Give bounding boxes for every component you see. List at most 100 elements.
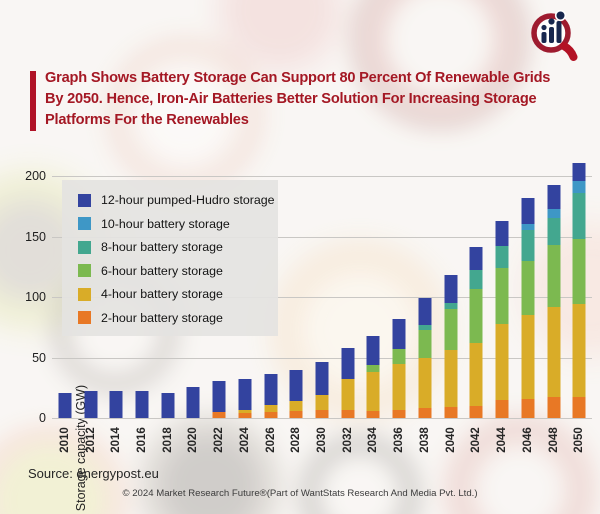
bar-2040 — [444, 275, 458, 418]
segment-2050-8-hour — [572, 192, 586, 239]
bar-slot-2028 — [283, 160, 309, 418]
bar-slot-2050 — [566, 160, 592, 418]
legend-label: 10-hour battery storage — [101, 216, 230, 231]
legend-swatch-icon — [78, 240, 91, 254]
x-tick-label: 2028 — [290, 427, 303, 453]
segment-2032-12-hour — [341, 347, 355, 380]
legend-label: 4-hour battery storage — [101, 287, 223, 301]
x-tick-label: 2016 — [136, 427, 149, 453]
title-accent-bar — [30, 71, 36, 131]
x-tick-label: 2018 — [161, 427, 174, 453]
x-tick-label: 2050 — [573, 427, 586, 453]
segment-2044-4-hour — [495, 323, 509, 400]
x-tick-2028: 2028 — [283, 420, 309, 468]
segment-2050-12-hour — [572, 162, 586, 181]
legend-swatch-icon — [78, 287, 91, 301]
x-tick-label: 2010 — [58, 427, 71, 453]
legend-swatch-icon — [78, 311, 91, 324]
legend-label: 2-hour battery storage — [101, 310, 223, 325]
segment-2032-2-hour — [341, 409, 355, 418]
x-tick-label: 2020 — [187, 427, 200, 453]
segment-2042-6-hour — [469, 288, 483, 343]
chart-plot-area: Storage capacity (GW) 0 50 100 150 200 12-ho… — [25, 160, 592, 511]
segment-2040-8-hour — [444, 303, 458, 310]
bar-2020 — [186, 386, 200, 418]
x-tick-2046: 2046 — [515, 420, 541, 468]
title-line-2: By 2050. Hence, Iron-Air Batteries Bette… — [45, 90, 537, 107]
x-tick-label: 2044 — [496, 427, 509, 453]
segment-2040-4-hour — [444, 350, 458, 408]
segment-2046-2-hour — [521, 398, 535, 418]
segment-2034-2-hour — [366, 410, 380, 418]
bar-2028 — [289, 369, 303, 418]
legend-item-6-hour: 6-hour battery storage — [78, 264, 262, 278]
bar-slot-2024 — [232, 160, 258, 418]
x-tick-2034: 2034 — [361, 420, 387, 468]
bar-slot-2038 — [412, 160, 438, 418]
segment-2048-2-hour — [547, 397, 561, 418]
segment-2036-2-hour — [392, 409, 406, 418]
x-tick-2024: 2024 — [232, 420, 258, 468]
bar-2036 — [392, 318, 406, 418]
bar-2022 — [212, 380, 226, 418]
segment-2048-4-hour — [547, 306, 561, 398]
segment-2038-2-hour — [418, 408, 432, 418]
segment-2042-8-hour — [469, 270, 483, 289]
x-tick-2010: 2010 — [52, 420, 78, 468]
segment-2050-10-hour — [572, 180, 586, 193]
bar-slot-2010 — [52, 160, 78, 418]
x-tick-2038: 2038 — [412, 420, 438, 468]
copyright-text: © 2024 Market Research Future®(Part of W… — [122, 488, 478, 499]
segment-2048-10-hour — [547, 208, 561, 219]
gridline-0 — [52, 418, 592, 419]
segment-2022-2-hour — [212, 411, 226, 418]
y-tick-100: 100 — [25, 290, 46, 304]
gridline-50 — [52, 357, 592, 359]
bar-2038 — [418, 298, 432, 418]
segment-2048-6-hour — [547, 244, 561, 307]
bar-2044 — [495, 220, 509, 418]
segment-2040-12-hour — [444, 275, 458, 304]
source-text: Source: energypost.eu — [28, 466, 159, 481]
segment-2046-6-hour — [521, 260, 535, 316]
bar-slot-2016 — [129, 160, 155, 418]
segment-2036-12-hour — [392, 318, 406, 350]
bar-2032 — [341, 347, 355, 418]
segment-2042-12-hour — [469, 247, 483, 271]
bar-2046 — [521, 197, 535, 418]
bar-slot-2026 — [258, 160, 284, 418]
bar-2026 — [264, 374, 278, 418]
segment-2046-12-hour — [521, 197, 535, 225]
x-tick-2012: 2012 — [78, 420, 104, 468]
segment-2028-2-hour — [289, 410, 303, 418]
segment-2038-4-hour — [418, 357, 432, 409]
segment-2014-12-hour — [109, 391, 123, 418]
segment-2050-2-hour — [572, 397, 586, 418]
legend-swatch-icon — [78, 193, 91, 207]
x-tick-2050: 2050 — [566, 420, 592, 468]
y-tick-0: 0 — [39, 411, 46, 425]
x-tick-label: 2024 — [238, 427, 251, 453]
segment-2018-12-hour — [161, 392, 175, 418]
bar-2012 — [84, 391, 98, 418]
x-tick-label: 2014 — [110, 427, 123, 453]
x-tick-label: 2046 — [521, 427, 534, 453]
segment-2034-12-hour — [366, 335, 380, 365]
segment-2030-4-hour — [315, 395, 329, 410]
segment-2036-6-hour — [392, 349, 406, 364]
segment-2016-12-hour — [135, 391, 149, 418]
legend-item-10-hour: 10-hour battery storage — [78, 217, 262, 231]
x-tick-label: 2042 — [470, 427, 483, 453]
segment-2038-8-hour — [418, 324, 432, 330]
x-tick-2022: 2022 — [206, 420, 232, 468]
bar-2030 — [315, 362, 329, 418]
segment-2036-4-hour — [392, 363, 406, 410]
legend-item-4-hour: 4-hour battery storage — [78, 287, 262, 301]
bar-slot-2046 — [515, 160, 541, 418]
x-tick-label: 2032 — [341, 427, 354, 453]
bar-2018 — [161, 392, 175, 418]
bar-slot-2012 — [78, 160, 104, 418]
y-tick-50: 50 — [32, 350, 46, 365]
segment-2038-6-hour — [418, 329, 432, 358]
